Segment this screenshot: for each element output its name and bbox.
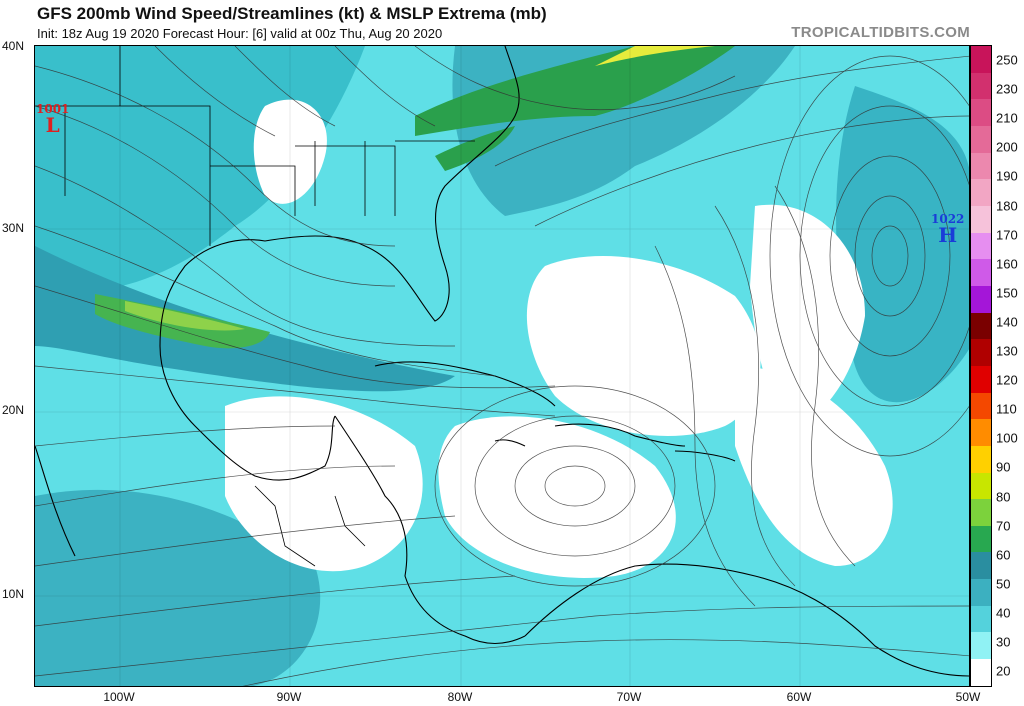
jet-core-gulf-inner [125,301,245,331]
colorbar-segment [971,339,991,366]
colorbar-segment [971,312,991,340]
colorbar-segment [971,392,991,420]
colorbar-tick-label: 70 [996,518,1011,534]
lat-label-10n: 10N [2,587,25,601]
wind-speed-map [35,46,969,686]
colorbar-tick-label: 250 [996,52,1018,68]
calm-zone-central-america [225,396,423,572]
wind-jet-gulf [35,246,455,392]
colorbar-tick-label: 190 [996,168,1018,184]
colorbar-segment [971,525,991,553]
low-pressure-center: 1001 L [36,103,69,135]
colorbar-segment [971,99,991,126]
wind-speed-colorbar [970,45,992,687]
colorbar-segment [971,179,991,206]
lon-label-70w: 70W [616,690,642,704]
lat-label-20n: 20N [2,403,25,417]
colorbar-tick-label: 230 [996,81,1018,97]
lon-label-90w: 90W [276,690,302,704]
colorbar-tick-label: 170 [996,227,1018,243]
colorbar-segment [971,365,991,393]
map-subtitle: Init: 18z Aug 19 2020 Forecast Hour: [6]… [37,26,443,41]
colorbar-tick-label: 110 [996,401,1017,417]
colorbar-segment [971,285,991,313]
colorbar-segment [971,659,991,686]
colorbar-segment [971,445,991,473]
colorbar-tick-label: 30 [996,634,1011,650]
colorbar-segment [971,552,991,580]
colorbar-tick-label: 40 [996,605,1011,621]
low-pressure-letter: L [45,113,60,137]
political-borders [35,46,475,567]
colorbar-tick-label: 210 [996,110,1018,126]
low-pressure-value: 1001 [36,102,70,116]
colorbar-tick-label: 140 [996,314,1018,330]
colorbar-segment [971,499,991,526]
colorbar-segment [971,419,991,446]
wind-field-east [836,86,969,403]
map-title: GFS 200mb Wind Speed/Streamlines (kt) & … [37,4,547,23]
lat-label-30n: 30N [2,221,25,235]
colorbar-tick-label: 130 [996,343,1018,359]
colorbar-segment [971,632,991,660]
colorbar-tick-label: 160 [996,256,1018,272]
jet-core-northeast [415,46,735,136]
colorbar-segment [971,72,991,100]
colorbar-tick-label: 120 [996,372,1018,388]
colorbar-segment [971,46,991,73]
coastlines [35,46,969,677]
lon-label-100w: 100W [103,690,135,704]
lon-label-60w: 60W [786,690,812,704]
colorbar-segment [971,125,991,153]
colorbar-tick-label: 80 [996,489,1011,504]
source-watermark[interactable]: TROPICALTIDBITS.COM [791,24,970,41]
colorbar-segment [971,259,991,286]
colorbar-segment [971,579,991,606]
colorbar-tick-label: 20 [996,663,1011,679]
colorbar-tick-label: 50 [996,576,1011,592]
colorbar-segment [971,152,991,180]
jet-max-northeast [595,46,715,66]
calm-zone-lesser-antilles [735,366,893,566]
colorbar-tick-label: 150 [996,285,1018,301]
high-pressure-center: 1022 H [931,213,964,245]
calm-zone-tennessee [253,99,327,204]
map-panel[interactable] [34,45,970,687]
high-pressure-letter: H [938,223,958,247]
lat-label-40n: 40N [2,39,25,53]
colorbar-segment [971,232,991,260]
colorbar-segment [971,205,991,233]
colorbar-tick-label: 180 [996,198,1018,213]
colorbar-segment [971,605,991,633]
lon-label-50w: 50W [955,690,981,704]
calm-zone-caribbean-north [526,256,761,436]
colorbar-tick-label: 100 [996,430,1018,446]
colorbar-tick-label: 90 [996,459,1011,475]
wind-field-pacific [35,489,321,686]
high-pressure-value: 1022 [931,212,965,226]
graticule [35,46,969,686]
lon-label-80w: 80W [447,690,473,704]
jet-core-carolinas [435,126,515,171]
colorbar-tick-label: 60 [996,547,1011,563]
colorbar-segment [971,472,991,500]
colorbar-tick-label: 200 [996,139,1018,155]
